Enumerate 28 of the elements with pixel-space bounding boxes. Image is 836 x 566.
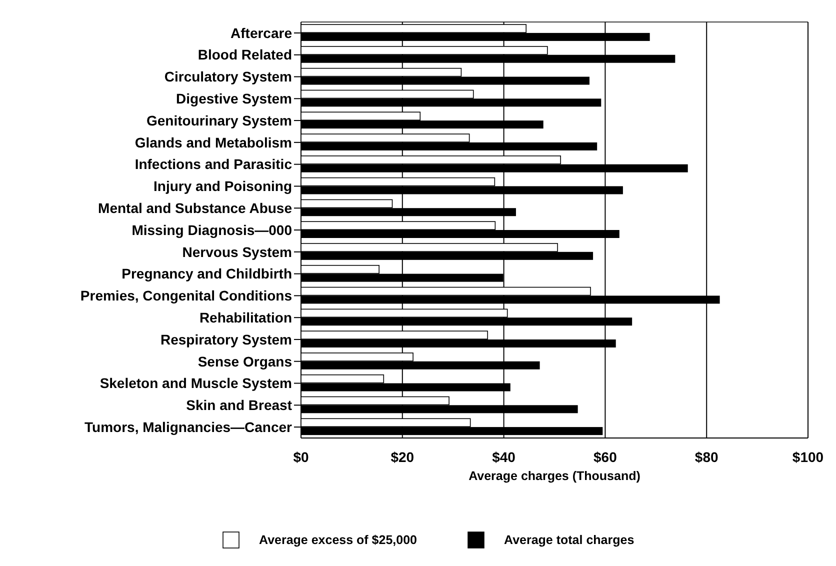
y-tick-label: Skin and Breast: [186, 397, 292, 414]
y-tick-label: Glands and Metabolism: [134, 134, 292, 150]
legend-label: Average excess of $25,000: [259, 533, 418, 547]
y-tick-label: Respiratory System: [160, 331, 292, 348]
y-tick-label: Premies, Congenital Conditions: [80, 288, 292, 304]
x-tick-label: $60: [594, 449, 618, 465]
x-tick-label: $40: [492, 449, 516, 465]
y-tick-label: Digestive System: [176, 90, 292, 107]
y-tick-label: Mental and Substance Abuse: [98, 200, 292, 216]
y-tick-label: Genitourinary System: [146, 112, 292, 128]
x-tick-label: $80: [694, 449, 718, 465]
y-tick-label: Sense Organs: [198, 353, 292, 370]
y-tick-label: Tumors, Malignancies—Cancer: [84, 418, 293, 435]
x-axis-title: Average charges (Thousand): [468, 469, 640, 483]
y-tick-label: Infections and Parasitic: [134, 156, 292, 172]
x-tick-label: $0: [293, 449, 309, 465]
y-tick-label: Blood Related: [198, 46, 292, 63]
y-tick-label: Rehabilitation: [199, 309, 292, 326]
y-tick-label: Pregnancy and Childbirth: [122, 266, 292, 282]
y-tick-label: Circulatory System: [164, 68, 292, 85]
y-tick-label: Skeleton and Muscle System: [100, 375, 292, 392]
x-tick-label: $100: [792, 449, 824, 465]
x-tick-label: $20: [390, 449, 414, 465]
y-tick-label: Nervous System: [182, 244, 292, 260]
y-tick-label: Missing Diagnosis—000: [132, 222, 292, 238]
legend-label: Average total charges: [504, 533, 634, 547]
y-tick-label: Injury and Poisoning: [154, 178, 292, 194]
y-tick-label: Aftercare: [230, 24, 292, 41]
